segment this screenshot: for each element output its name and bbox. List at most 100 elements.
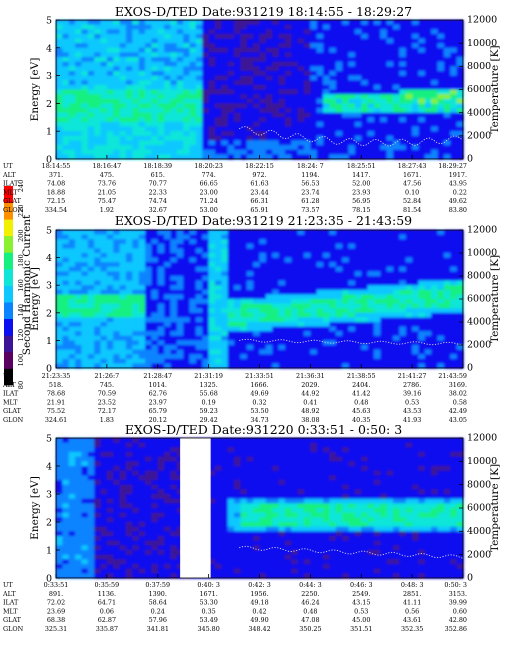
heatmap-cell xyxy=(240,112,248,118)
heatmap-cell xyxy=(164,80,172,86)
heatmap-cell xyxy=(164,66,172,72)
heatmap-cell xyxy=(125,257,133,263)
heatmap-cell xyxy=(259,354,267,360)
heatmap-cell xyxy=(361,154,369,160)
heatmap-cell xyxy=(75,75,83,81)
heatmap-cell xyxy=(367,326,375,332)
heatmap-cell xyxy=(291,108,299,114)
heatmap-cell xyxy=(68,531,76,537)
heatmap-cell xyxy=(106,38,114,44)
heatmap-cell xyxy=(386,94,394,100)
heatmap-cell xyxy=(68,257,76,263)
heatmap-cell xyxy=(113,98,121,104)
heatmap-cell xyxy=(170,442,178,448)
heatmap-cell xyxy=(272,75,280,81)
heatmap-cell xyxy=(412,345,420,351)
heatmap-cell xyxy=(424,299,432,305)
heatmap-cell xyxy=(323,20,331,26)
heatmap-cell xyxy=(316,230,324,236)
heatmap-cell xyxy=(335,248,343,254)
heatmap-cell xyxy=(443,243,451,249)
heatmap-cell xyxy=(81,354,89,360)
heatmap-cell xyxy=(386,266,394,272)
heatmap-cell xyxy=(240,234,248,240)
heatmap-cell xyxy=(284,70,292,77)
heatmap-cell xyxy=(157,461,165,467)
heatmap-cell xyxy=(373,266,381,272)
heatmap-cell xyxy=(62,354,70,360)
heatmap-cell xyxy=(208,47,216,54)
heatmap-cell xyxy=(56,363,63,369)
heatmap-cell xyxy=(272,289,280,295)
heatmap-cell xyxy=(418,20,426,26)
heatmap-cell xyxy=(100,358,108,364)
table-cell: 0.41 xyxy=(303,398,317,406)
heatmap-cell xyxy=(87,489,95,495)
heatmap-cell xyxy=(56,517,63,523)
table-cell: 18:20:23 xyxy=(194,162,223,170)
heatmap-cell xyxy=(386,340,394,346)
heatmap-cell xyxy=(418,257,426,263)
heatmap-cell xyxy=(393,280,401,286)
heatmap-cell xyxy=(164,262,172,268)
heatmap-cell xyxy=(214,526,222,532)
heatmap-cell xyxy=(405,243,413,249)
heatmap-cell xyxy=(145,262,152,268)
heatmap-cell xyxy=(386,117,394,123)
heatmap-cell xyxy=(100,545,108,551)
heatmap-cell xyxy=(405,262,413,268)
heatmap-cell xyxy=(119,289,127,295)
heatmap-cell xyxy=(75,438,83,444)
heatmap-cell xyxy=(291,80,299,86)
heatmap-cell xyxy=(100,29,108,35)
heatmap-cell xyxy=(75,66,83,72)
heatmap-cell xyxy=(335,345,343,351)
heatmap-cell xyxy=(399,33,407,40)
heatmap-cell xyxy=(195,29,203,35)
heatmap-cell xyxy=(106,494,114,500)
heatmap-cell xyxy=(125,568,133,574)
heatmap-cell xyxy=(316,47,324,54)
heatmap-cell xyxy=(361,89,369,95)
heatmap-cell xyxy=(412,363,420,369)
heatmap-cell xyxy=(399,248,407,254)
heatmap-cell xyxy=(380,98,388,104)
heatmap-cell xyxy=(405,257,413,263)
heatmap-cell xyxy=(386,253,394,259)
heatmap-cell xyxy=(335,24,343,30)
heatmap-cell xyxy=(183,340,191,346)
heatmap-cell xyxy=(183,47,191,54)
heatmap-cell xyxy=(393,52,401,58)
heatmap-cell xyxy=(316,140,324,146)
heatmap-cell xyxy=(450,294,458,300)
heatmap-cell xyxy=(75,61,83,67)
heatmap-cell xyxy=(234,358,242,364)
heatmap-cell xyxy=(208,559,216,565)
heatmap-cell xyxy=(234,33,242,40)
heatmap-cell xyxy=(310,363,318,369)
heatmap-cell xyxy=(234,312,242,318)
heatmap-cell xyxy=(157,108,165,114)
heatmap-cell xyxy=(265,89,273,95)
heatmap-cell xyxy=(106,554,114,560)
heatmap-cell xyxy=(183,94,191,100)
heatmap-cell xyxy=(259,47,267,54)
heatmap-cell xyxy=(367,70,375,77)
heatmap-cell xyxy=(367,61,375,67)
heatmap-cell xyxy=(386,303,394,309)
heatmap-cell xyxy=(157,573,165,579)
heatmap-cell xyxy=(195,317,203,323)
heatmap-cell xyxy=(437,239,445,245)
heatmap-cell xyxy=(240,121,248,128)
heatmap-cell xyxy=(164,20,172,26)
heatmap-cell xyxy=(234,294,242,300)
heatmap-cell xyxy=(354,84,362,91)
heatmap-cell xyxy=(418,47,426,54)
heatmap-cell xyxy=(119,484,127,490)
heatmap-cell xyxy=(354,335,362,341)
heatmap-cell xyxy=(132,29,140,35)
heatmap-cell xyxy=(202,322,210,328)
heatmap-cell xyxy=(170,24,178,30)
heatmap-cell xyxy=(113,461,121,467)
heatmap-cell xyxy=(342,308,350,314)
